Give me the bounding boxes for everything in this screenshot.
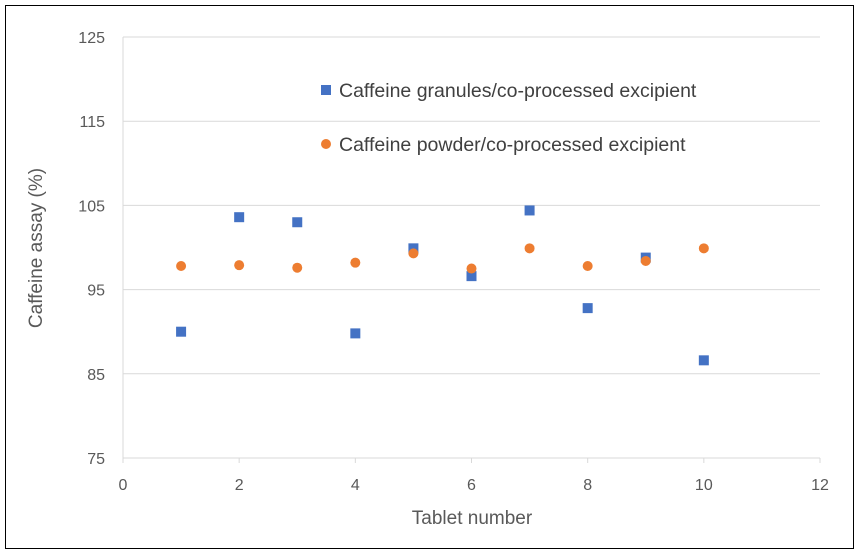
point-powder	[350, 257, 361, 268]
point-powder	[408, 248, 419, 259]
point-granules	[466, 271, 477, 282]
point-powder	[466, 263, 477, 274]
y-tick-label: 105	[78, 198, 105, 215]
x-tick-label: 2	[235, 477, 244, 494]
legend: Caffeine granules/co-processed excipient…	[321, 80, 697, 156]
y-axis-title: Caffeine assay (%)	[26, 168, 47, 328]
point-granules	[292, 217, 303, 228]
x-tick-labels: 0 2 4 6 8 10 12	[119, 477, 829, 494]
point-powder	[292, 262, 303, 273]
y-tick-label: 115	[79, 114, 105, 131]
x-tick-label: 0	[119, 477, 128, 494]
y-tick-labels: 75 85 95 105 115 125	[78, 30, 105, 468]
x-tick-label: 12	[811, 477, 829, 494]
y-tick-label: 85	[87, 367, 105, 384]
x-tick-label: 4	[351, 477, 360, 494]
y-tick-label: 95	[87, 283, 105, 300]
point-granules	[524, 205, 535, 216]
y-tick-label: 75	[87, 451, 105, 468]
point-powder	[698, 243, 709, 254]
point-granules	[350, 328, 361, 339]
point-powder	[176, 261, 187, 272]
point-granules	[176, 326, 187, 337]
point-powder	[234, 260, 245, 271]
point-granules	[582, 303, 593, 314]
gridlines	[123, 36, 820, 375]
x-tick-label: 6	[467, 477, 476, 494]
point-granules	[408, 243, 419, 254]
point-powder	[640, 255, 651, 266]
legend-marker-powder	[321, 139, 331, 149]
point-granules	[698, 355, 709, 366]
point-granules	[234, 212, 245, 223]
data-points	[176, 205, 709, 366]
x-axis-title: Tablet number	[412, 508, 533, 529]
point-powder	[524, 243, 535, 254]
legend-label-granules: Caffeine granules/co-processed excipient	[339, 80, 697, 102]
point-powder	[582, 261, 593, 272]
axes	[122, 37, 821, 463]
x-tick-label: 8	[583, 477, 592, 494]
legend-marker-granules	[321, 85, 331, 95]
x-tick-label: 10	[695, 477, 713, 494]
legend-label-powder: Caffeine powder/co-processed excipient	[339, 134, 686, 156]
y-tick-label: 125	[78, 30, 105, 47]
